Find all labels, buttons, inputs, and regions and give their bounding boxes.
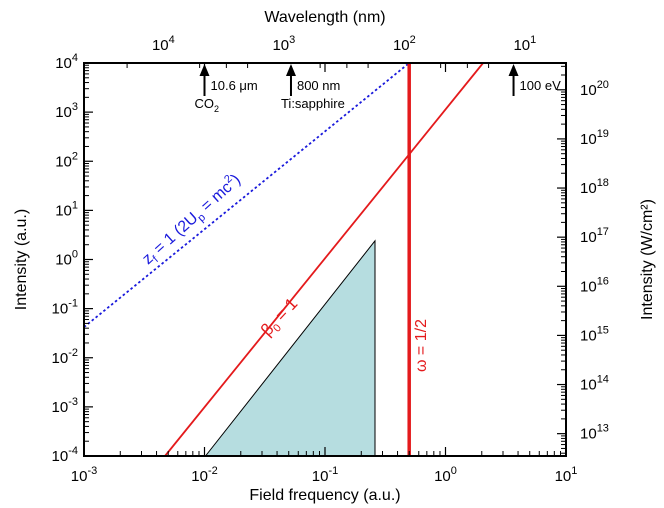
marker-label: 800 nm — [297, 78, 340, 93]
shaded-region — [204, 239, 376, 457]
y-tick-label: 102 — [55, 150, 78, 170]
y-tick-label: 10-4 — [52, 445, 78, 465]
right-tick-label: 1016 — [580, 275, 609, 295]
y-tick-label: 10-1 — [52, 298, 78, 318]
top-tick-label: 103 — [272, 34, 295, 54]
y-axis-title: Intensity (a.u.) — [13, 209, 30, 310]
right-tick-label: 1017 — [580, 226, 609, 246]
right-tick-label: 1019 — [580, 128, 609, 148]
y-tick-label: 100 — [55, 249, 78, 269]
series-line-2 — [164, 62, 484, 457]
series-label-zf: zf = 1 (2Up = mc2) — [137, 169, 246, 270]
right-tick-label: 1014 — [580, 374, 609, 394]
right-tick-label: 1013 — [580, 423, 609, 443]
top-tick-label: 102 — [393, 34, 416, 54]
marker-arrowhead — [199, 64, 210, 76]
marker-arrowhead — [508, 64, 519, 76]
marker-sublabel: Ti:sapphire — [281, 96, 345, 111]
x-axis-title: Field frequency (a.u.) — [249, 487, 400, 504]
series-label-beta: β0 = 1 — [257, 294, 304, 342]
y-tick-label: 104 — [55, 52, 78, 72]
x-tick-label: 100 — [434, 465, 457, 485]
x-tick-label: 10-2 — [191, 465, 217, 485]
right-tick-label: 1020 — [580, 79, 609, 99]
top-tick-label: 104 — [152, 34, 175, 54]
y-tick-label: 10-3 — [52, 396, 78, 416]
top-tick-label: 101 — [513, 34, 536, 54]
marker-arrowhead — [285, 64, 296, 76]
plot-area: 10.6 μm CO2 800 nm Ti:sapphire 100 eV zf = 1… — [83, 62, 567, 457]
x-tick-label: 101 — [555, 465, 578, 485]
y-tick-label: 103 — [55, 101, 78, 121]
x-tick-label: 10-3 — [71, 465, 97, 485]
marker-label: 100 eV — [520, 78, 562, 93]
marker-sublabel: CO2 — [195, 96, 220, 114]
x-tick-label: 10-1 — [312, 465, 338, 485]
y-tick-label: 101 — [55, 199, 78, 219]
series-labels: zf = 1 (2Up = mc2)β0 = 1 ω = 1/2 — [137, 169, 430, 372]
top-axis-title: Wavelength (nm) — [264, 9, 385, 26]
right-axis-title: Intensity (W/cm²) — [639, 199, 656, 320]
shaded-regions — [204, 239, 376, 457]
wavelength-markers: 10.6 μm CO2 800 nm Ti:sapphire 100 eV — [195, 64, 562, 114]
tick-labels: 10-3 10-2 10-1 100 10110-410-310-210-1100101… — [52, 34, 609, 485]
y-tick-label: 10-2 — [52, 347, 78, 367]
marker-label: 10.6 μm — [211, 78, 258, 93]
right-tick-label: 1015 — [580, 324, 609, 344]
series-label-omega: ω = 1/2 — [413, 319, 430, 372]
right-tick-label: 1018 — [580, 177, 609, 197]
axis-ticks — [83, 62, 567, 457]
